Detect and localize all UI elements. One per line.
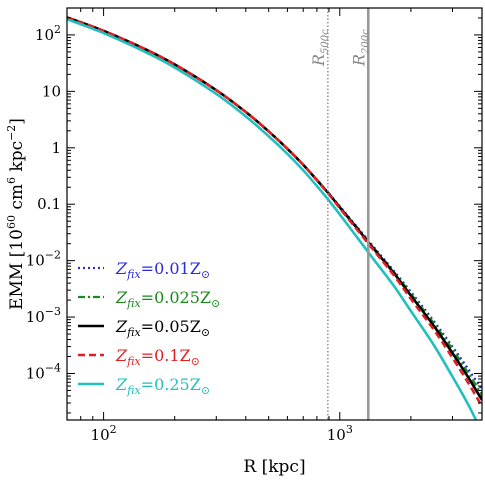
legend-label-2: Zfix=0.05Z⊙ — [115, 317, 210, 339]
y-tick-label: 102 — [35, 23, 61, 44]
legend: Zfix=0.01Z⊙ Zfix=0.025Z⊙ Zfix=0.05Z⊙ Zfix=0… — [78, 259, 220, 397]
series-curves — [67, 16, 482, 420]
y-tick-label: 10−2 — [26, 249, 61, 270]
y-tick-label: 1 — [51, 139, 61, 157]
legend-label-1: Zfix=0.025Z⊙ — [115, 288, 220, 310]
y-tick-label: 10−3 — [26, 305, 61, 326]
legend-label-0: Zfix=0.01Z⊙ — [115, 259, 210, 281]
y-tick-label: 0.1 — [37, 195, 61, 213]
legend-label-3: Zfix=0.1Z⊙ — [115, 346, 200, 368]
plot-frame — [66, 7, 483, 421]
series-line-3 — [67, 16, 482, 408]
x-tick-label: 103 — [327, 423, 353, 444]
series-line-2 — [67, 16, 482, 401]
radius-markers: R500c R200c — [309, 8, 371, 420]
y-tick-label: 10−4 — [26, 362, 61, 383]
x-axis-label: R [kpc] — [243, 457, 305, 477]
legend-label-4: Zfix=0.25Z⊙ — [115, 375, 210, 397]
vline-label-200c: R200c — [349, 29, 371, 67]
x-tick-label: 102 — [91, 423, 117, 444]
y-tick-label: 10 — [42, 82, 61, 100]
series-line-4 — [67, 17, 478, 420]
vline-label-500c: R500c — [309, 29, 331, 67]
y-axis-label: EMM [1060 cm6 kpc−2] — [5, 118, 27, 310]
